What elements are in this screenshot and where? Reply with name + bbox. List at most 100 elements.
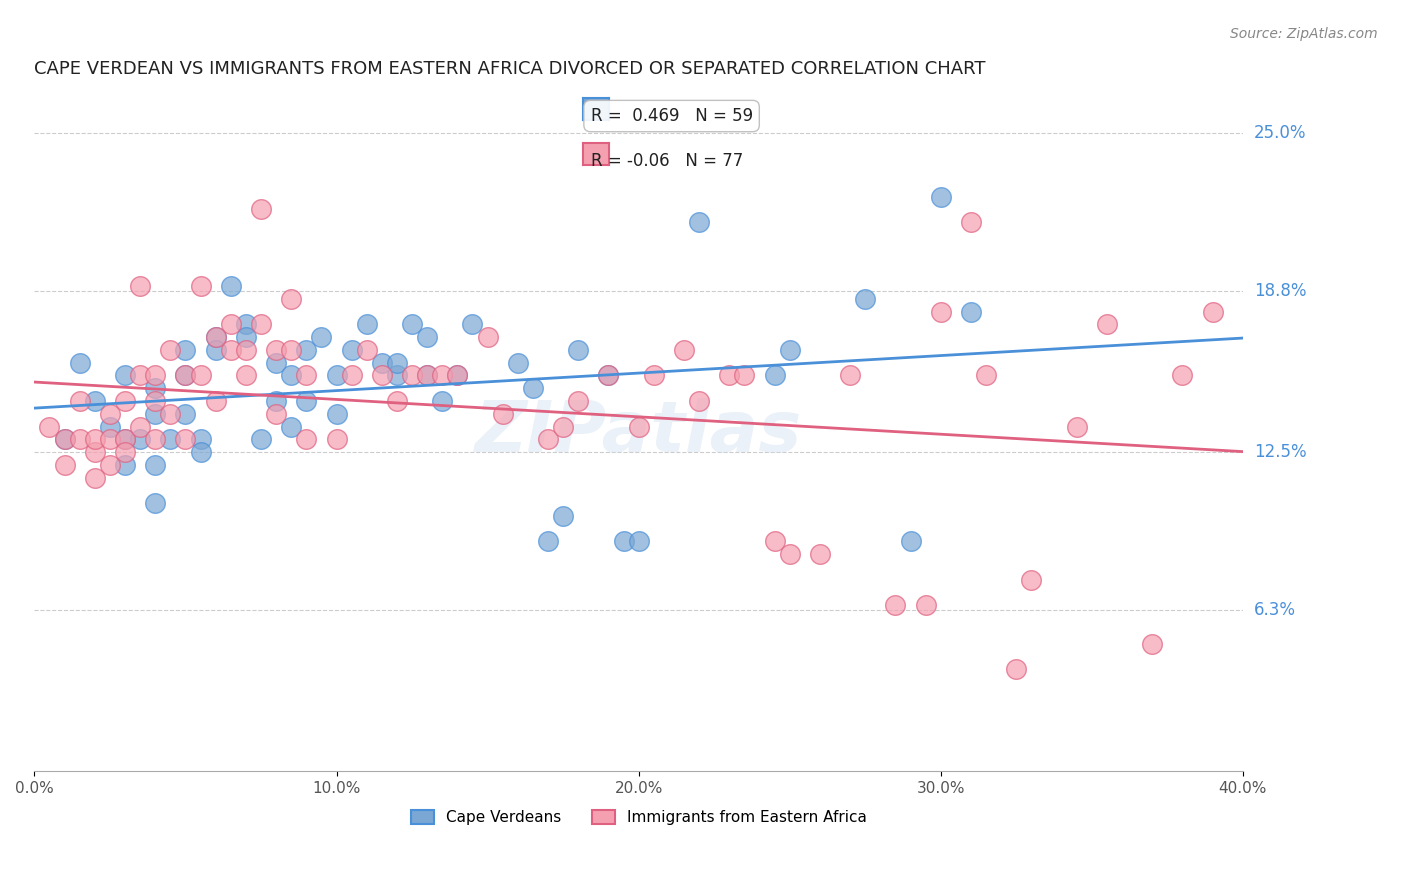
Point	[174, 432, 197, 446]
Text: R = -0.06   N = 77: R = -0.06 N = 77	[591, 152, 742, 169]
Point	[53, 458, 76, 472]
Point	[69, 432, 91, 446]
Point	[1021, 573, 1043, 587]
Point	[325, 432, 347, 446]
Text: ZIPatlas: ZIPatlas	[475, 399, 803, 467]
Point	[204, 330, 226, 344]
Point	[506, 356, 529, 370]
Point	[537, 432, 560, 446]
Point	[280, 368, 302, 383]
Point	[38, 419, 60, 434]
Point	[929, 304, 952, 318]
Point	[643, 368, 665, 383]
Point	[598, 368, 620, 383]
Point	[143, 394, 166, 409]
Point	[1202, 304, 1225, 318]
Point	[598, 368, 620, 383]
Point	[174, 343, 197, 357]
Point	[98, 458, 121, 472]
Point	[264, 407, 287, 421]
Point	[340, 343, 363, 357]
Point	[280, 292, 302, 306]
Point	[264, 356, 287, 370]
Point	[401, 368, 423, 383]
Point	[553, 419, 575, 434]
Point	[235, 368, 257, 383]
Legend: Cape Verdeans, Immigrants from Eastern Africa: Cape Verdeans, Immigrants from Eastern A…	[405, 804, 873, 831]
Point	[159, 407, 181, 421]
Point	[688, 394, 710, 409]
Point	[1066, 419, 1088, 434]
Point	[808, 547, 831, 561]
Point	[446, 368, 468, 383]
Point	[129, 368, 152, 383]
Text: 18.8%: 18.8%	[1254, 282, 1306, 300]
Point	[1171, 368, 1194, 383]
Point	[159, 432, 181, 446]
Point	[688, 215, 710, 229]
Point	[311, 330, 333, 344]
Point	[69, 394, 91, 409]
Point	[83, 394, 105, 409]
Point	[1095, 318, 1118, 332]
Point	[371, 356, 394, 370]
Point	[356, 343, 378, 357]
Point	[612, 534, 634, 549]
Point	[627, 419, 650, 434]
Point	[385, 368, 408, 383]
Point	[143, 458, 166, 472]
Text: 25.0%: 25.0%	[1254, 124, 1306, 142]
Point	[69, 356, 91, 370]
Point	[416, 368, 439, 383]
Point	[492, 407, 515, 421]
Point	[779, 547, 801, 561]
Point	[401, 318, 423, 332]
Point	[114, 394, 136, 409]
Point	[114, 458, 136, 472]
Point	[235, 318, 257, 332]
Point	[114, 368, 136, 383]
Point	[432, 368, 454, 383]
Point	[567, 343, 589, 357]
Point	[1142, 637, 1164, 651]
Point	[627, 534, 650, 549]
Point	[143, 432, 166, 446]
Point	[219, 318, 242, 332]
Point	[114, 445, 136, 459]
Point	[385, 394, 408, 409]
Point	[250, 202, 273, 217]
Point	[143, 407, 166, 421]
Point	[567, 394, 589, 409]
Text: Source: ZipAtlas.com: Source: ZipAtlas.com	[1230, 27, 1378, 41]
Point	[295, 394, 318, 409]
Point	[190, 368, 212, 383]
Point	[672, 343, 695, 357]
Point	[190, 445, 212, 459]
Point	[325, 368, 347, 383]
Point	[53, 432, 76, 446]
Point	[129, 432, 152, 446]
Point	[83, 470, 105, 484]
Point	[280, 343, 302, 357]
Point	[960, 215, 983, 229]
Point	[174, 368, 197, 383]
Point	[477, 330, 499, 344]
Point	[416, 368, 439, 383]
Point	[98, 407, 121, 421]
Point	[114, 432, 136, 446]
Point	[553, 508, 575, 523]
Point	[98, 432, 121, 446]
Point	[385, 356, 408, 370]
Point	[204, 343, 226, 357]
Text: R =  0.469   N = 59: R = 0.469 N = 59	[591, 107, 752, 125]
Point	[718, 368, 741, 383]
Point	[83, 432, 105, 446]
Point	[763, 534, 786, 549]
Point	[264, 394, 287, 409]
Point	[839, 368, 862, 383]
Point	[356, 318, 378, 332]
Point	[295, 368, 318, 383]
Point	[280, 419, 302, 434]
Point	[190, 279, 212, 293]
Point	[235, 330, 257, 344]
